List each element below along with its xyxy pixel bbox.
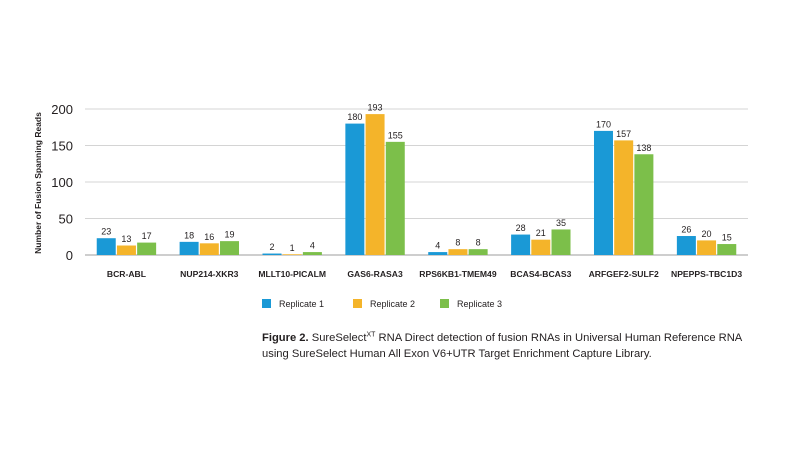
legend-swatch <box>262 299 271 308</box>
figure-label: Figure 2. <box>262 332 309 344</box>
bar-value-label: 1 <box>290 243 295 253</box>
x-tick-label: BCAS4-BCAS3 <box>510 269 571 279</box>
bar-mllt10-picalm-replicate-1 <box>262 253 282 255</box>
bar-value-label: 15 <box>722 233 732 243</box>
bar-nup214-xkr3-replicate-3 <box>220 241 240 255</box>
bar-value-label: 4 <box>435 241 440 251</box>
bar-bcas4-bcas3-replicate-2 <box>531 239 551 255</box>
caption-name-start: SureSelect <box>308 332 367 344</box>
bar-value-label: 18 <box>184 230 194 240</box>
bar-bcr-abl-replicate-3 <box>137 242 157 255</box>
y-tick-label: 150 <box>51 139 73 154</box>
x-tick-label: NPEPPS-TBC1D3 <box>671 269 742 279</box>
bar-value-label: 2 <box>269 242 274 252</box>
bar-value-label: 4 <box>310 241 315 251</box>
y-tick-label: 50 <box>59 212 73 227</box>
figure-caption: Figure 2. SureSelectXT RNA Direct detect… <box>262 331 762 362</box>
caption-text: RNA Direct detection of fusion RNAs in U… <box>262 332 742 360</box>
bar-value-label: 138 <box>636 143 651 153</box>
legend-label: Replicate 3 <box>457 299 502 309</box>
bar-npepps-tbc1d3-replicate-1 <box>676 236 696 255</box>
bar-value-label: 20 <box>702 229 712 239</box>
x-tick-label: RPS6KB1-TMEM49 <box>419 269 497 279</box>
bar-rps6kb1-tmem49-replicate-2 <box>448 249 468 255</box>
legend-label: Replicate 2 <box>370 299 415 309</box>
bar-value-label: 21 <box>536 228 546 238</box>
x-tick-label: ARFGEF2-SULF2 <box>589 269 659 279</box>
bar-nup214-xkr3-replicate-2 <box>199 243 219 255</box>
bar-value-label: 26 <box>681 225 691 235</box>
legend-swatch <box>353 299 362 308</box>
y-tick-label: 0 <box>66 248 73 263</box>
caption-superscript: XT <box>366 331 376 339</box>
bar-bcas4-bcas3-replicate-3 <box>551 229 571 255</box>
x-tick-label: GAS6-RASA3 <box>347 269 403 279</box>
bar-value-label: 8 <box>476 238 481 248</box>
bar-value-label: 19 <box>225 230 235 240</box>
y-tick-label: 100 <box>51 175 73 190</box>
bar-mllt10-picalm-replicate-2 <box>282 254 302 255</box>
bar-value-label: 157 <box>616 129 631 139</box>
bar-gas6-rasa3-replicate-2 <box>365 114 385 255</box>
bar-arfgef2-sulf2-replicate-1 <box>593 130 613 255</box>
bar-value-label: 28 <box>516 223 526 233</box>
bar-chart: 0 50 100 150 200 Number of Fusion Spanning R… <box>33 102 748 309</box>
bar-gas6-rasa3-replicate-1 <box>345 123 365 255</box>
bar-value-label: 35 <box>556 218 566 228</box>
bar-bcas4-bcas3-replicate-1 <box>511 234 531 255</box>
bar-bcr-abl-replicate-1 <box>96 238 116 255</box>
bar-gas6-rasa3-replicate-3 <box>385 141 405 255</box>
legend-label: Replicate 1 <box>279 299 324 309</box>
bar-bcr-abl-replicate-2 <box>116 245 136 255</box>
bar-rps6kb1-tmem49-replicate-3 <box>468 249 488 255</box>
bar-value-label: 180 <box>347 112 362 122</box>
x-tick-label: BCR-ABL <box>107 269 146 279</box>
y-tick-label: 200 <box>51 102 73 117</box>
bar-arfgef2-sulf2-replicate-3 <box>634 154 654 255</box>
x-tick-label: NUP214-XKR3 <box>180 269 238 279</box>
bar-value-label: 16 <box>204 232 214 242</box>
bar-value-label: 8 <box>455 238 460 248</box>
y-axis-label: Number of Fusion Spanning Reads <box>33 112 43 254</box>
legend: Replicate 1 Replicate 2 Replicate 3 <box>262 299 502 309</box>
bar-value-label: 23 <box>101 227 111 237</box>
bar-arfgef2-sulf2-replicate-2 <box>614 140 634 255</box>
x-tick-label: MLLT10-PICALM <box>258 269 326 279</box>
bar-nup214-xkr3-replicate-1 <box>179 241 199 255</box>
bar-value-label: 17 <box>142 231 152 241</box>
x-axis-labels: BCR-ABL NUP214-XKR3 MLLT10-PICALM GAS6-RASA… <box>107 269 743 279</box>
bar-rps6kb1-tmem49-replicate-1 <box>428 252 448 255</box>
bar-value-label: 155 <box>388 130 403 140</box>
bar-value-label: 193 <box>368 103 383 113</box>
y-axis-ticks: 0 50 100 150 200 <box>51 102 73 263</box>
bar-npepps-tbc1d3-replicate-3 <box>717 244 737 255</box>
bar-value-label: 170 <box>596 119 611 129</box>
bar-npepps-tbc1d3-replicate-2 <box>697 240 717 255</box>
bar-value-label: 13 <box>121 234 131 244</box>
legend-swatch <box>440 299 449 308</box>
bar-mllt10-picalm-replicate-3 <box>302 252 322 255</box>
